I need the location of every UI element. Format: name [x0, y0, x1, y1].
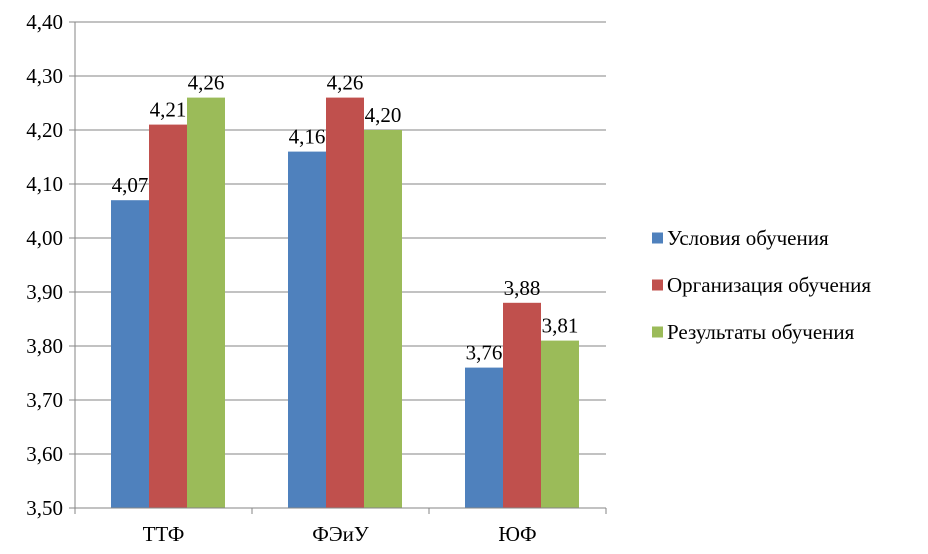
bar: [503, 302, 541, 508]
data-label: 4,20: [365, 103, 402, 127]
legend-swatch: [652, 326, 663, 338]
legend-swatch: [652, 279, 663, 291]
y-tick-label: 4,20: [26, 118, 63, 142]
legend-label: Условия обучения: [667, 226, 829, 250]
y-tick-label: 4,30: [26, 64, 63, 88]
data-label: 4,16: [289, 125, 326, 149]
y-tick-label: 3,90: [26, 280, 63, 304]
x-tick-label: ФЭиУ: [312, 522, 369, 546]
data-label: 4,21: [150, 98, 187, 122]
data-label: 3,88: [504, 276, 541, 300]
bar: [149, 124, 187, 508]
y-tick-label: 4,40: [26, 10, 63, 34]
data-label: 4,26: [327, 71, 364, 95]
x-tick-label: ЮФ: [498, 522, 536, 546]
y-tick-label: 4,00: [26, 226, 63, 250]
data-label: 3,76: [466, 341, 503, 365]
data-label: 3,81: [542, 314, 579, 338]
bar: [364, 130, 402, 508]
legend-swatch: [652, 232, 663, 244]
data-label: 4,26: [188, 71, 225, 95]
x-tick-label: ТТФ: [143, 522, 185, 546]
y-tick-label: 3,80: [26, 334, 63, 358]
bar: [465, 367, 503, 508]
legend: Условия обучения Организация обучения Резу…: [652, 226, 871, 344]
bars: [111, 97, 579, 508]
data-label: 4,07: [112, 173, 149, 197]
legend-label: Организация обучения: [667, 273, 871, 297]
bar: [326, 97, 364, 508]
bar: [187, 97, 225, 508]
y-tick-label: 4,10: [26, 172, 63, 196]
bar: [541, 340, 579, 508]
bar: [288, 151, 326, 508]
axes: 3,50 3,60 3,70 3,80 3,90 4,00 4,10 4,20 4,30 4,40…: [26, 10, 607, 546]
y-tick-label: 3,70: [26, 388, 63, 412]
bar: [111, 200, 149, 508]
legend-label: Результаты обучения: [667, 320, 855, 344]
data-labels: 4,074,214,264,164,264,203,763,883,81: [112, 71, 579, 365]
y-tick-label: 3,50: [26, 496, 63, 520]
y-tick-label: 3,60: [26, 442, 63, 466]
